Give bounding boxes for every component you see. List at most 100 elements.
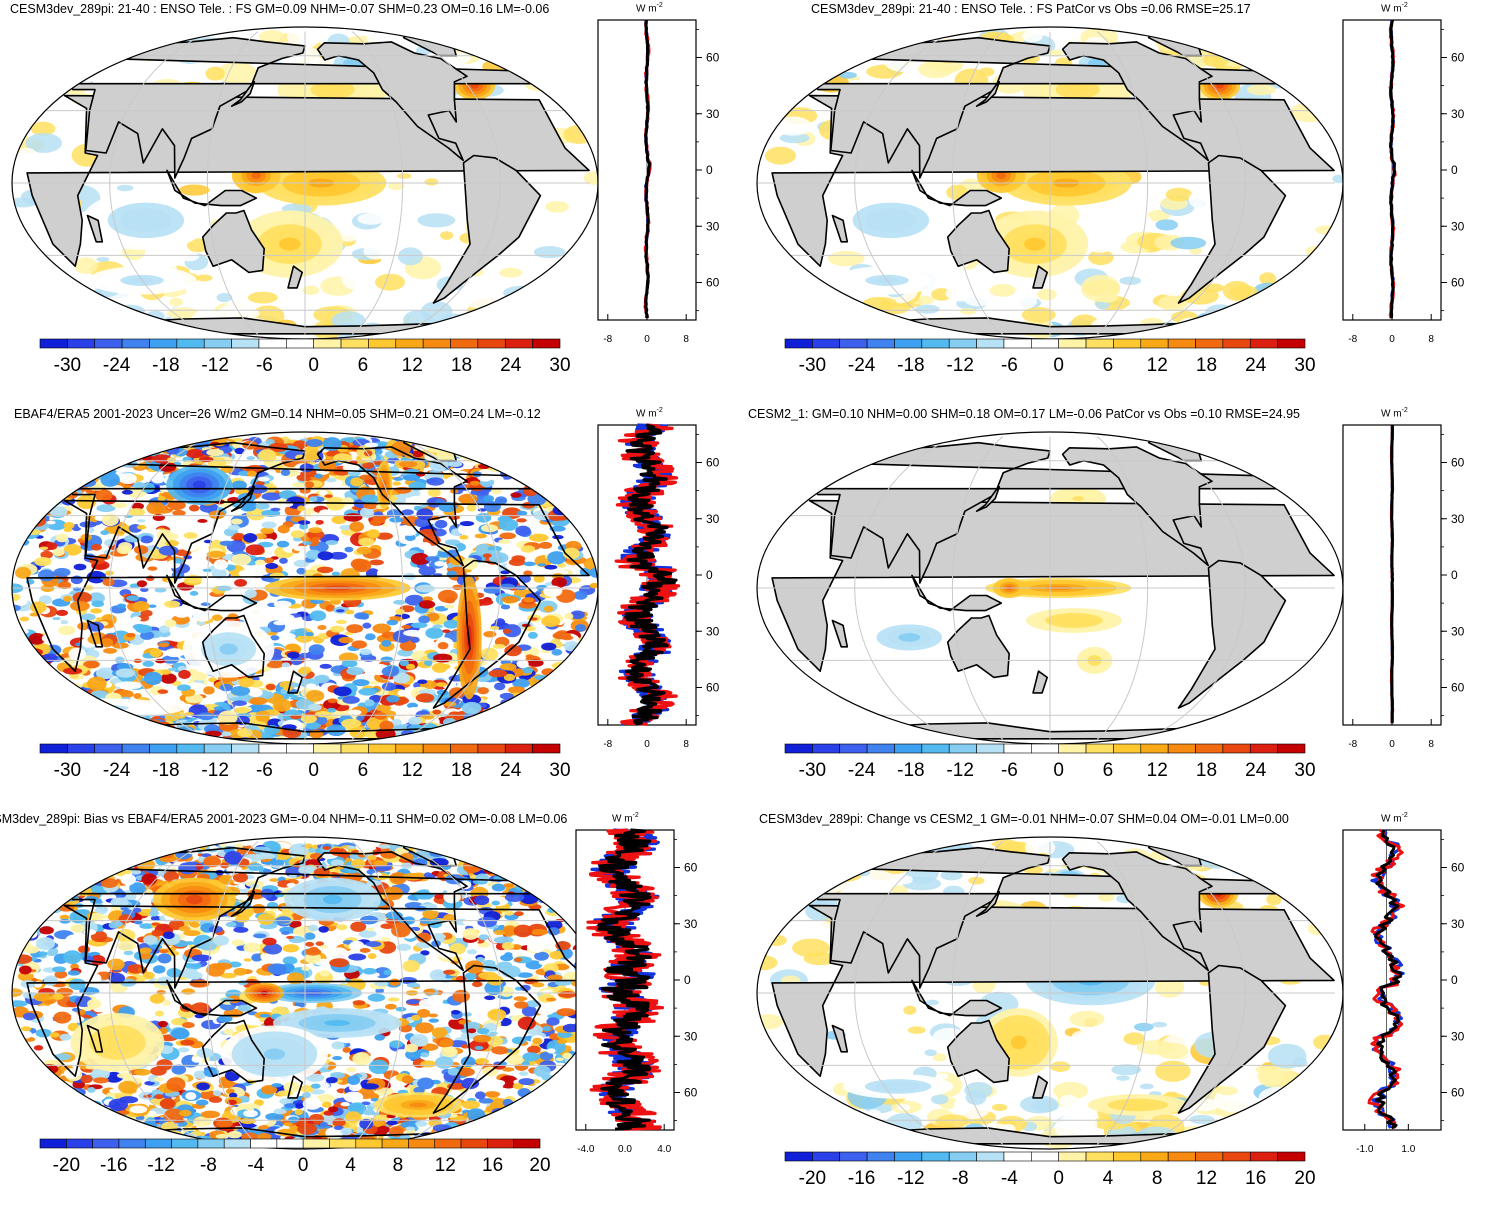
field-speckle (468, 447, 480, 456)
colorbar-label: -12 (201, 760, 228, 781)
field-speckle (92, 1108, 100, 1112)
field-speckle (460, 450, 475, 456)
field-speckle (536, 684, 547, 689)
field-speckle (315, 520, 323, 525)
field-speckle (150, 323, 171, 334)
colorbar-label: 30 (1294, 760, 1315, 781)
field-speckle (537, 563, 546, 566)
field-speckle (344, 547, 353, 553)
field-speckle (102, 1113, 120, 1125)
field-speckle (38, 569, 55, 581)
field-speckle (119, 447, 134, 456)
field-speckle (1192, 28, 1218, 45)
field-speckle (530, 478, 539, 483)
field-speckle (168, 437, 185, 446)
lat-tick-label: 60S (706, 681, 720, 695)
x-tick-label: 0 (1389, 334, 1395, 345)
field-speckle (345, 610, 354, 615)
field-speckle (509, 559, 526, 566)
field-speckle (493, 644, 506, 649)
field-speckle (481, 648, 498, 661)
field-speckle (60, 919, 71, 924)
field-speckle (500, 864, 518, 877)
field-speckle (440, 231, 453, 240)
map-svg (750, 423, 1350, 753)
profile-line-black (1392, 425, 1393, 723)
field-speckle (389, 517, 403, 522)
field-speckle (301, 966, 309, 971)
field-speckle (1305, 246, 1323, 256)
field-speckle (465, 848, 477, 856)
field-speckle (1022, 307, 1056, 323)
field-speckle (452, 733, 461, 736)
field-speckle (133, 601, 149, 611)
field-speckle (499, 533, 516, 540)
field-speckle (541, 615, 560, 627)
field-speckle (306, 439, 323, 447)
field-speckle (141, 729, 154, 736)
field-speckle (443, 847, 462, 856)
field-speckle (501, 966, 520, 978)
field-speckle (60, 1034, 72, 1041)
field-speckle (157, 727, 168, 734)
field-speckle (443, 620, 459, 629)
field-speckle (164, 730, 173, 734)
field-speckle (448, 461, 462, 467)
field-speckle (417, 679, 427, 684)
field-speckle (462, 702, 482, 715)
field-speckle (466, 449, 482, 456)
lat-tick-label: 30S (706, 624, 720, 638)
field-speckle (397, 173, 412, 179)
field-speckle (383, 562, 396, 569)
unit-text: W m (1381, 3, 1402, 14)
field-speckle (246, 544, 265, 555)
field-speckle (528, 632, 538, 639)
field-speckle (177, 684, 191, 691)
field-speckle (427, 477, 445, 485)
field-speckle (940, 270, 961, 278)
field-speckle (429, 1018, 439, 1022)
field-speckle (145, 440, 162, 451)
field-speckle (83, 476, 92, 481)
panel-title: CESM3dev_289pi: 21-40 : ENSO Tele. : FS … (811, 2, 1251, 16)
field-speckle (110, 861, 128, 868)
field-speckle (75, 294, 96, 303)
field-speckle (544, 606, 554, 613)
field-speckle (120, 856, 138, 863)
field-speckle (575, 624, 586, 632)
field-speckle (68, 648, 86, 661)
field-speckle (57, 1090, 74, 1096)
field-speckle (139, 721, 154, 730)
field-speckle (52, 617, 61, 620)
field-speckle (139, 724, 158, 734)
field-speckle (220, 541, 234, 546)
field-speckle (1209, 321, 1225, 328)
field-speckle (494, 1115, 513, 1126)
field-speckle (494, 455, 503, 459)
field-speckle (410, 637, 419, 643)
colorbar-swatch (177, 339, 204, 348)
field-speckle (443, 849, 452, 854)
colorbar-swatch (341, 744, 368, 753)
field-speckle (477, 687, 488, 694)
field-speckle (245, 589, 257, 598)
field-speckle (418, 616, 430, 624)
field-speckle (365, 633, 376, 640)
coastline (507, 464, 526, 477)
field-speckle (139, 446, 156, 454)
colorbar-label: 6 (1103, 355, 1114, 376)
field-speckle (357, 213, 385, 225)
field-speckle (386, 695, 399, 702)
field-speckle (484, 1118, 502, 1126)
field-speckle (111, 485, 125, 495)
colorbar-label: -24 (848, 760, 876, 781)
field-speckle (443, 437, 459, 448)
field-speckle (470, 481, 480, 486)
field-speckle (231, 686, 251, 696)
field-speckle (472, 721, 484, 730)
field-speckle (142, 661, 154, 667)
colorbar-swatch (1250, 744, 1277, 753)
field-speckle (73, 570, 83, 574)
field-speckle (487, 1116, 495, 1122)
unit-text: W m (636, 408, 657, 419)
